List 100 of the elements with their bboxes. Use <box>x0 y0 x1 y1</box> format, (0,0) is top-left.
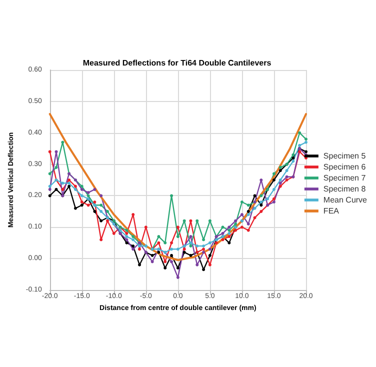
point <box>208 263 212 266</box>
point <box>221 238 224 242</box>
point <box>112 232 116 235</box>
point <box>246 228 250 232</box>
point <box>234 219 238 222</box>
point <box>182 248 186 251</box>
point <box>208 248 212 251</box>
point <box>189 235 192 238</box>
point <box>61 188 64 191</box>
point <box>285 178 288 182</box>
point <box>132 248 135 251</box>
point <box>164 260 167 264</box>
point <box>228 226 231 229</box>
point <box>298 144 302 147</box>
point <box>272 197 276 200</box>
point <box>260 178 263 182</box>
point <box>253 206 256 210</box>
point <box>304 150 308 154</box>
point <box>86 191 90 194</box>
chart-title: Measured Deflections for Ti64 Double Cantilevers <box>82 58 272 68</box>
point <box>202 250 206 254</box>
point <box>157 235 160 238</box>
point <box>260 200 263 204</box>
point <box>189 244 192 248</box>
point <box>132 235 135 238</box>
point <box>228 241 231 244</box>
point <box>260 204 263 207</box>
point <box>176 235 180 238</box>
point <box>202 238 206 242</box>
point <box>304 138 308 141</box>
point <box>292 156 295 160</box>
point <box>74 184 77 188</box>
point <box>292 160 295 163</box>
point <box>202 248 206 251</box>
point <box>208 241 212 244</box>
point <box>253 194 256 198</box>
point <box>182 250 186 254</box>
point <box>272 172 276 176</box>
point <box>125 235 128 238</box>
point <box>54 166 58 169</box>
point <box>278 178 282 182</box>
point <box>68 182 71 185</box>
point <box>266 197 270 200</box>
point <box>74 206 77 210</box>
point <box>221 232 224 235</box>
point <box>80 184 84 188</box>
point <box>164 266 167 270</box>
point <box>285 169 288 172</box>
legend-label: Specimen 8 <box>323 184 366 194</box>
legend-label: Specimen 7 <box>323 174 366 182</box>
point <box>93 200 96 204</box>
point <box>100 204 103 207</box>
point <box>246 213 250 216</box>
point <box>304 140 308 144</box>
point <box>150 254 154 257</box>
point <box>100 194 103 198</box>
point <box>189 254 192 257</box>
point <box>138 248 142 251</box>
point <box>240 226 244 229</box>
point <box>144 226 148 229</box>
point <box>202 268 206 272</box>
point <box>196 219 199 222</box>
point <box>260 194 263 198</box>
point <box>176 248 180 251</box>
point <box>189 241 192 244</box>
point <box>118 228 122 232</box>
point <box>100 238 103 242</box>
legend-label: Specimen 6 <box>323 162 366 172</box>
point <box>54 188 58 191</box>
point <box>285 175 288 178</box>
point <box>278 184 282 188</box>
point <box>278 182 282 185</box>
point <box>100 210 103 213</box>
point <box>196 263 199 266</box>
point <box>246 210 250 213</box>
point <box>86 204 90 207</box>
point <box>74 188 77 191</box>
point <box>272 188 276 191</box>
point <box>176 276 180 279</box>
point <box>61 182 64 185</box>
point <box>150 260 154 264</box>
point <box>170 194 174 198</box>
point <box>221 226 224 229</box>
point <box>93 210 96 213</box>
point <box>214 241 218 244</box>
legend-label: Specimen 5 <box>323 152 366 160</box>
point <box>54 150 58 154</box>
legend-label: FEA <box>323 206 340 216</box>
point <box>170 260 174 264</box>
point <box>228 232 231 235</box>
point <box>170 248 174 251</box>
point <box>100 219 103 222</box>
point <box>86 194 90 198</box>
point <box>125 232 128 235</box>
point <box>208 219 212 222</box>
point <box>278 169 282 172</box>
point <box>80 200 84 204</box>
point <box>246 222 250 226</box>
point <box>176 226 180 229</box>
point <box>93 188 96 191</box>
